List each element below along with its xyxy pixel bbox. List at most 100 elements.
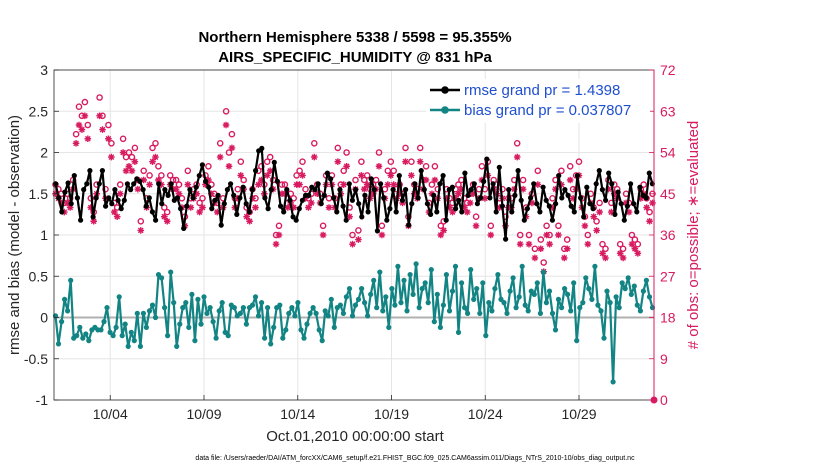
obs-evaluated-point (172, 185, 180, 193)
obs-evaluated-point (360, 185, 368, 193)
obs-possible-point (234, 185, 242, 193)
bias-point (386, 324, 392, 330)
obs-possible-point (537, 236, 545, 243)
obs-possible-point (319, 222, 327, 230)
bias-point (443, 272, 449, 278)
rmse-point (353, 187, 359, 193)
obs-possible-point (555, 222, 562, 230)
obs-evaluated-point (113, 213, 121, 220)
rmse-point (268, 187, 274, 193)
rmse-point (178, 206, 184, 212)
bias-point (319, 338, 325, 344)
obs-possible-point (228, 130, 236, 138)
x-axis-label: Oct.01,2010 00:00:00 start (266, 428, 444, 445)
bias-point (283, 327, 289, 333)
obs-evaluated-point (119, 149, 127, 156)
obs-evaluated-point (160, 213, 168, 220)
obs-possible-point (128, 153, 136, 161)
bias-point (604, 288, 610, 294)
obs-evaluated-point (349, 240, 356, 248)
rmse-point (224, 187, 230, 193)
bias-point (537, 310, 544, 316)
obs-evaluated-point (299, 172, 306, 179)
chart-title: Northern Hemisphere 5338 / 5598 = 95.355… (198, 29, 511, 46)
rmse-point (121, 197, 127, 203)
bias-point (216, 308, 222, 314)
obs-evaluated-point (513, 153, 521, 161)
bias-point (471, 296, 477, 302)
obs-evaluated-point (325, 204, 333, 211)
bias-point (628, 291, 634, 297)
rmse-point (565, 192, 571, 198)
rmse-point (387, 206, 393, 212)
obs-possible-point (416, 144, 424, 152)
bias-point (331, 324, 337, 330)
obs-possible-point (105, 121, 112, 129)
rmse-point (562, 187, 568, 193)
obs-evaluated-point (481, 195, 489, 202)
bias-point (122, 321, 128, 327)
bias-point (346, 286, 353, 292)
obs-possible-point (384, 167, 392, 175)
right-axis-zero-marker (650, 396, 658, 404)
rmse-point (296, 206, 302, 212)
rmse-point (409, 201, 415, 207)
obs-evaluated-point (255, 181, 262, 188)
rmse-point (199, 162, 205, 168)
bias-point (183, 300, 189, 306)
bias-point (192, 338, 198, 344)
rmse-point (212, 197, 218, 203)
rmse-point (334, 209, 340, 215)
y-tick-label: 2 (40, 145, 48, 161)
rmse-point (456, 197, 462, 203)
rmse-point (324, 170, 330, 176)
rmse-point (481, 178, 487, 184)
rmse-point (143, 203, 149, 209)
bias-point (528, 288, 534, 294)
bias-point (489, 308, 495, 314)
obs-possible-point (205, 162, 212, 170)
y-axis-label: rmse and bias (model - observation) (6, 115, 23, 355)
right-tick-label: 72 (660, 62, 676, 78)
obs-evaluated-point (90, 217, 98, 225)
bias-point (507, 288, 513, 294)
obs-evaluated-point (460, 204, 468, 211)
rmse-point (581, 214, 587, 220)
bias-point (580, 300, 586, 306)
obs-possible-point (472, 213, 480, 220)
obs-evaluated-point (122, 167, 130, 175)
bias-point (465, 310, 471, 316)
rmse-point (512, 192, 518, 198)
obs-evaluated-point (375, 162, 383, 170)
obs-evaluated-point (496, 204, 503, 211)
rmse-point (393, 209, 399, 215)
legend-bias-label: bias grand pr = 0.037807 (464, 102, 631, 119)
obs-possible-point (563, 236, 571, 243)
rmse-point (559, 195, 565, 201)
right-tick-label: 45 (660, 186, 676, 202)
bias-point (180, 305, 186, 311)
bias-point (83, 331, 89, 337)
bias-point (252, 294, 259, 300)
obs-evaluated-point (63, 199, 71, 207)
bias-point (77, 324, 83, 330)
obs-possible-point (199, 194, 206, 202)
bias-point (231, 305, 237, 311)
bias-point (255, 313, 262, 319)
bias-point (434, 291, 440, 297)
right-tick-label: 9 (660, 351, 668, 367)
bias-point (428, 267, 434, 273)
obs-possible-point (408, 158, 415, 165)
rmse-point (637, 184, 643, 190)
rmse-point (421, 187, 427, 193)
obs-possible-point (558, 167, 565, 175)
rmse-point (321, 192, 327, 198)
bias-point (519, 263, 525, 269)
obs-possible-point (499, 185, 506, 193)
y-tick-label: -0.5 (24, 351, 48, 367)
obs-evaluated-point (116, 190, 124, 198)
bias-point (404, 308, 410, 314)
rmse-point (221, 201, 227, 207)
obs-evaluated-point (525, 240, 533, 248)
bias-point (62, 296, 68, 302)
